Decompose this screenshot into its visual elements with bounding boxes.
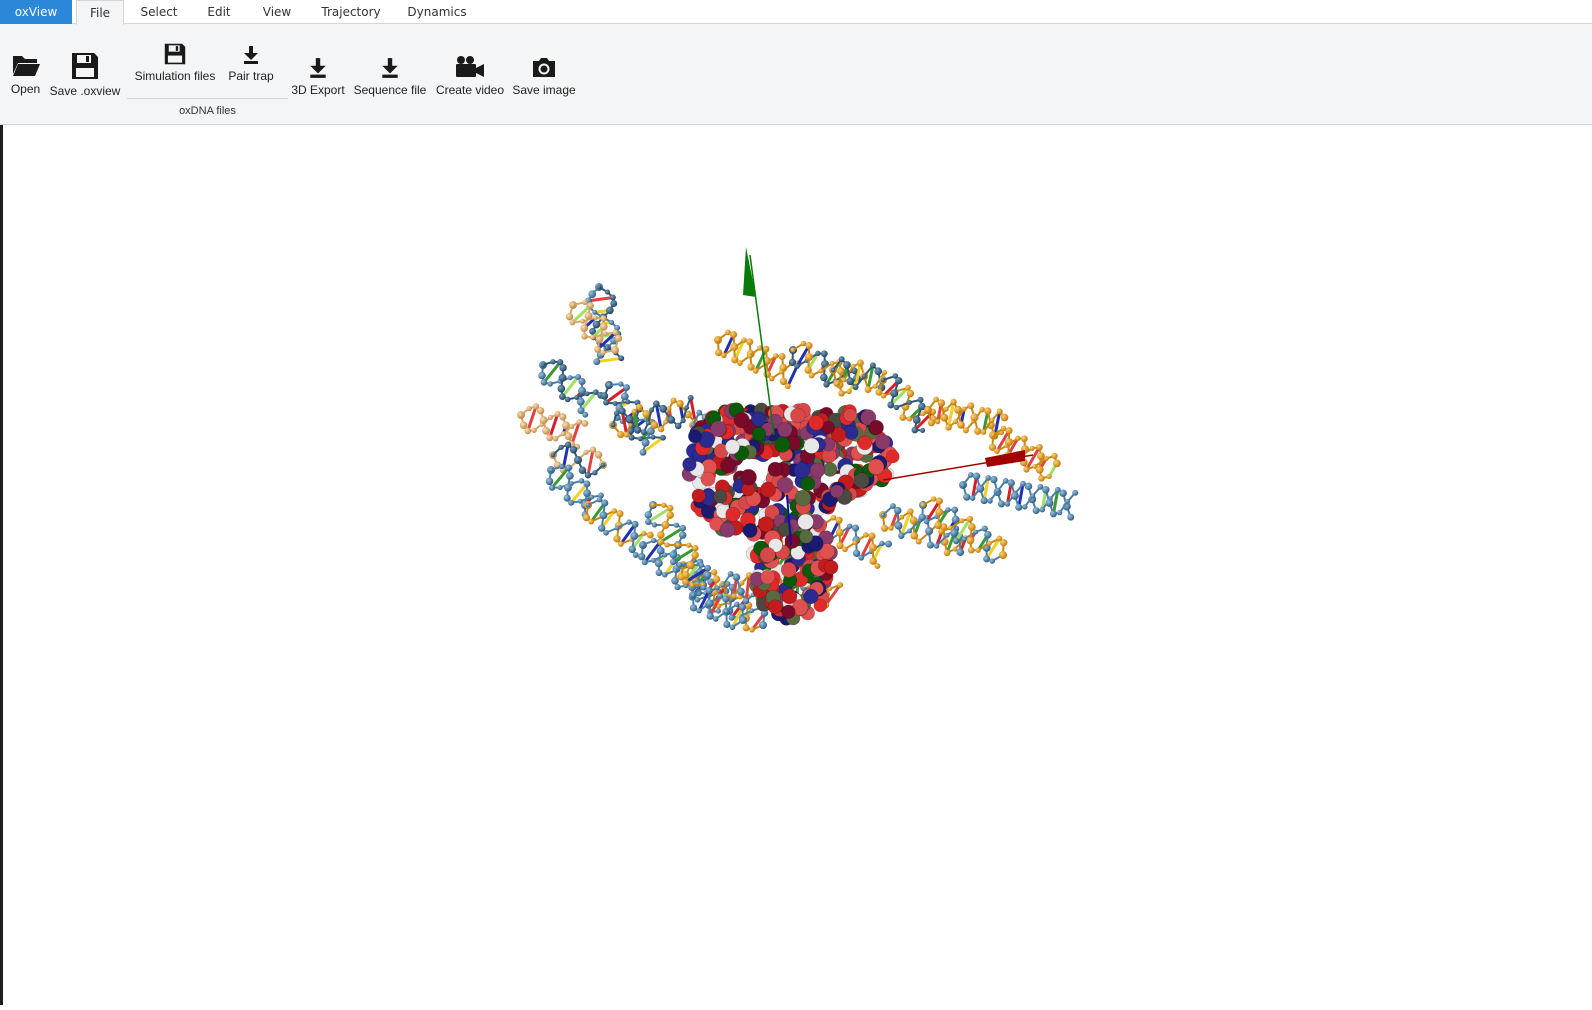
save-oxview-button[interactable]: Save .oxview <box>48 52 122 98</box>
open-label: Open <box>11 82 40 96</box>
camera-icon <box>531 55 557 79</box>
3d-export-label: 3D Export <box>291 83 344 97</box>
folder-open-icon <box>11 52 41 78</box>
group-label-oxdna-files: oxDNA files <box>127 105 288 117</box>
create-video-label: Create video <box>436 83 504 97</box>
save-icon <box>71 52 99 80</box>
sequence-file-button[interactable]: Sequence file <box>352 57 428 97</box>
save-icon <box>164 43 186 65</box>
save-oxview-label: Save .oxview <box>50 84 121 98</box>
3d-viewport[interactable] <box>3 125 1592 1005</box>
tab-view[interactable]: View <box>254 0 300 24</box>
tab-dynamics[interactable]: Dynamics <box>402 0 472 24</box>
app-tab-oxview[interactable]: oxView <box>0 0 72 24</box>
download-icon <box>308 57 328 79</box>
simulation-files-button[interactable]: Simulation files <box>133 43 217 83</box>
dna-structure-render[interactable] <box>3 125 1592 1005</box>
ribbon-toolbar: Open Save .oxview Simulation files Pair … <box>0 24 1592 125</box>
simulation-files-label: Simulation files <box>135 69 216 83</box>
tab-edit[interactable]: Edit <box>198 0 240 24</box>
create-video-button[interactable]: Create video <box>434 55 506 97</box>
tab-select[interactable]: Select <box>134 0 184 24</box>
pair-trap-label: Pair trap <box>228 69 273 83</box>
download-icon <box>242 45 260 65</box>
group-divider <box>127 98 288 99</box>
open-button[interactable]: Open <box>9 52 42 96</box>
y-axis-arrowhead <box>743 247 756 297</box>
video-camera-icon <box>455 55 485 79</box>
download-icon <box>380 57 400 79</box>
tab-trajectory[interactable]: Trajectory <box>313 0 389 24</box>
3d-export-button[interactable]: 3D Export <box>290 57 346 97</box>
sequence-file-label: Sequence file <box>354 83 427 97</box>
x-axis-arrowhead <box>985 450 1025 467</box>
menubar: oxView File Select Edit View Trajectory … <box>0 0 1592 24</box>
save-image-label: Save image <box>512 83 575 97</box>
pair-trap-button[interactable]: Pair trap <box>226 45 276 83</box>
tab-file[interactable]: File <box>76 0 124 25</box>
save-image-button[interactable]: Save image <box>510 55 578 97</box>
